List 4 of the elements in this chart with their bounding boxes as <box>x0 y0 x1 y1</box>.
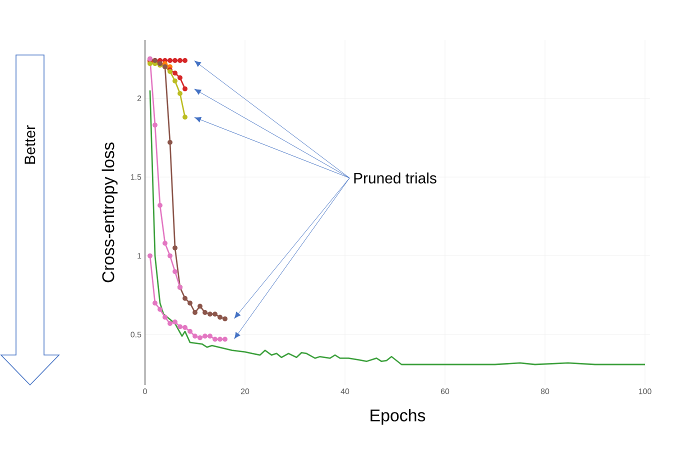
annotation: Pruned trials <box>354 172 436 184</box>
text: Better <box>24 125 36 164</box>
x-axis-title: Epochs <box>370 408 426 425</box>
y-axis-title: Cross-entropy loss <box>102 142 118 282</box>
